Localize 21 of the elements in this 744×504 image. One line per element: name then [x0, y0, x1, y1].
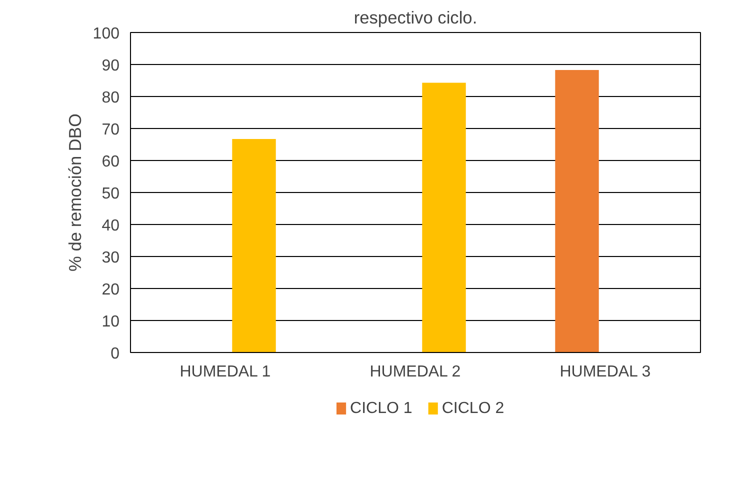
y-tick-label: 30: [102, 250, 120, 266]
y-tick-label: 10: [102, 314, 120, 330]
y-tick-label: 50: [102, 186, 120, 202]
x-tick-label: HUMEDAL 3: [560, 364, 651, 380]
y-tick-label: 90: [102, 58, 120, 74]
y-tick-label: 60: [102, 154, 120, 170]
y-tick-label: 80: [102, 90, 120, 106]
y-tick-label: 0: [110, 346, 120, 362]
bar: [422, 82, 466, 352]
legend-label: CICLO 1: [350, 400, 412, 417]
y-tick-label: 20: [102, 282, 120, 298]
x-tick-label: HUMEDAL 2: [370, 364, 461, 380]
chart-title: respectivo ciclo.: [354, 8, 478, 28]
bar: [232, 139, 276, 352]
bar: [555, 70, 599, 352]
y-axis-title: % de remoción DBO: [64, 114, 85, 272]
y-tick-label: 100: [92, 26, 120, 42]
x-tick-label: HUMEDAL 1: [180, 364, 271, 380]
legend-label: CICLO 2: [442, 400, 504, 417]
y-tick-label: 70: [102, 122, 120, 138]
y-tick-label: 40: [102, 218, 120, 234]
